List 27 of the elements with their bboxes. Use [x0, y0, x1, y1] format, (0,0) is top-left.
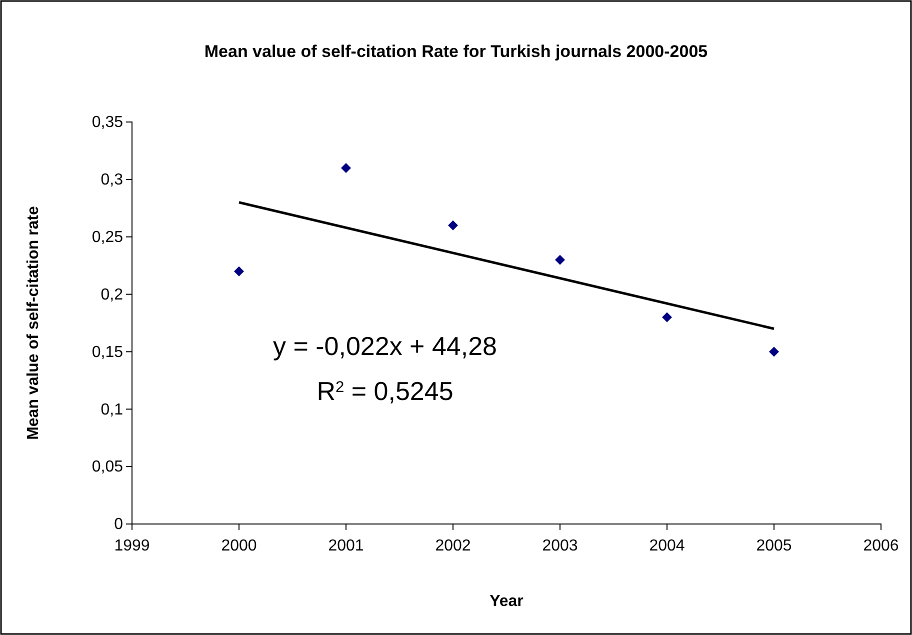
x-tick-label: 2003	[542, 538, 578, 555]
point	[769, 346, 779, 357]
x-tick-label: 2004	[649, 538, 685, 555]
x-axis-title: Year	[490, 593, 524, 610]
point	[555, 254, 565, 265]
y-tick-label: 0,1	[100, 401, 124, 418]
point	[341, 162, 351, 173]
x-tick-label: 2001	[328, 538, 364, 555]
annotation: y = -0,022x + 44,28	[272, 331, 498, 361]
x-tick-label: 2000	[221, 538, 257, 555]
x-tick-label: 2006	[863, 538, 899, 555]
y-axis-title: Mean value of self-citation rate	[25, 206, 42, 440]
chart-title: Mean value of self-citation Rate for Turkish journals 2000-2005	[204, 42, 708, 61]
point	[234, 266, 244, 276]
x-tick-label: 2002	[435, 538, 471, 555]
y-tick-label: 0,2	[100, 286, 124, 304]
point	[662, 312, 672, 322]
x-tick-label: 2005	[756, 538, 792, 555]
y-tick-label: 0,3	[100, 172, 124, 189]
y-tick-label: 0,05	[92, 458, 124, 476]
y-tick-label: 0,15	[92, 344, 124, 361]
x-tick-label: 1999	[114, 538, 150, 555]
point	[448, 220, 458, 230]
annotation: R$^{2}$ = 0,5245	[316, 376, 454, 406]
y-tick-label: 0	[114, 516, 124, 534]
y-tick-label: 0,25	[92, 228, 124, 246]
y-tick-label: 0,35	[92, 114, 124, 132]
